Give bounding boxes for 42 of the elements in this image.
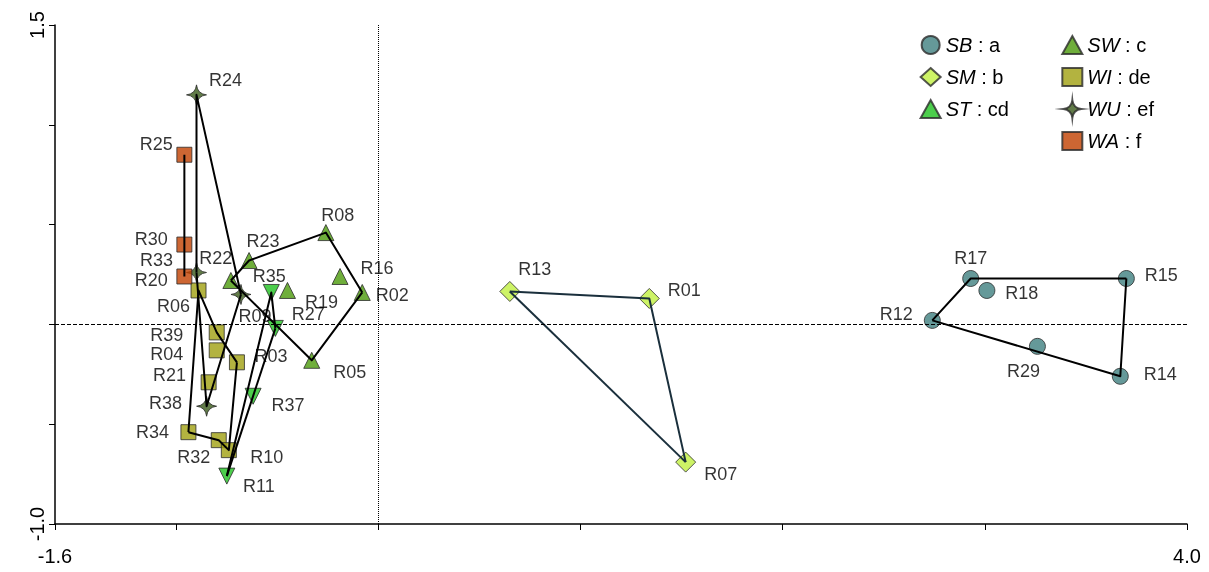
data-label: R18	[1005, 283, 1039, 304]
legend-label: WU : ef	[1087, 98, 1155, 120]
data-label: R01	[667, 280, 701, 301]
data-label: R32	[177, 447, 211, 468]
data-label: R14	[1143, 364, 1177, 385]
data-label: R34	[135, 422, 169, 443]
data-label: R20	[134, 270, 168, 291]
data-label: R06	[157, 296, 191, 317]
data-label: R11	[242, 476, 275, 497]
legend-label: WA : f	[1087, 130, 1142, 152]
data-label: R17	[954, 248, 988, 269]
y-tick-label: 1.5	[26, 11, 48, 39]
x-tick-label: -1.6	[37, 545, 73, 567]
legend-label: WI : de	[1087, 66, 1151, 88]
legend-label: ST : cd	[945, 98, 1010, 120]
data-label: R24	[208, 69, 243, 90]
data-label: R37	[271, 395, 305, 416]
data-label: R05	[333, 362, 367, 383]
data-label: R22	[199, 248, 233, 269]
data-label: R23	[246, 230, 280, 251]
data-label: R12	[879, 304, 913, 325]
legend-label: SW : c	[1087, 34, 1147, 56]
data-label: R15	[1144, 265, 1178, 286]
data-label: R38	[149, 393, 183, 414]
data-label: R13	[518, 259, 552, 280]
data-label: R10	[250, 447, 284, 468]
data-label: R08	[321, 204, 355, 225]
data-label: R29	[1006, 361, 1040, 382]
data-label: R21	[153, 365, 187, 386]
data-label: R02	[375, 285, 409, 306]
data-label: R35	[252, 266, 286, 287]
data-label: R04	[150, 344, 184, 365]
legend-label: SM : b	[945, 66, 1004, 88]
data-label: R07	[704, 464, 738, 485]
legend-label: SB : a	[945, 34, 1001, 56]
data-label: R33	[139, 249, 174, 270]
data-label: R39	[150, 325, 184, 346]
data-label: R30	[134, 228, 168, 249]
x-tick-label: 4.0	[1173, 545, 1201, 567]
data-label: R25	[139, 133, 173, 154]
y-tick-label: -1.0	[26, 506, 48, 542]
data-label: R16	[360, 258, 394, 279]
